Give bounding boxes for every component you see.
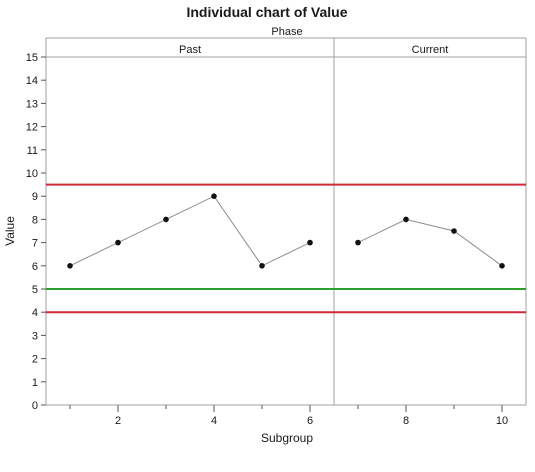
- y-tick-label: 10: [26, 168, 38, 180]
- data-point: [355, 239, 361, 246]
- y-tick-label: 6: [32, 261, 38, 273]
- y-tick-label: 5: [32, 284, 38, 296]
- x-axis-label: Subgroup: [261, 431, 313, 445]
- y-tick-label: 13: [26, 98, 38, 110]
- x-tick-label: 4: [211, 415, 217, 427]
- data-point: [211, 193, 217, 199]
- x-tick-label: 10: [496, 415, 508, 427]
- data-point: [163, 216, 169, 223]
- y-tick-label: 7: [32, 238, 38, 250]
- series-line-current: [357, 218, 503, 267]
- data-point: [115, 239, 121, 246]
- phase-label-past: Past: [179, 44, 201, 56]
- x-tick-label: 8: [403, 415, 409, 427]
- phase-header: Phase: [271, 26, 302, 38]
- y-tick-label: 2: [32, 354, 38, 366]
- y-tick-label: 0: [32, 400, 38, 412]
- series-line-past: [69, 195, 311, 267]
- y-tick-label: 1: [32, 377, 38, 389]
- phase-header-strip: [45, 37, 527, 58]
- data-point: [67, 263, 73, 269]
- y-tick-label: 3: [32, 330, 38, 342]
- y-tick-label: 4: [32, 307, 38, 319]
- chart-title: Individual chart of Value: [186, 4, 347, 20]
- y-axis-label: Value: [3, 216, 17, 246]
- data-point: [499, 263, 505, 269]
- y-tick-label: 14: [26, 75, 38, 87]
- y-tick-label: 15: [26, 52, 38, 64]
- y-tick-label: 11: [27, 145, 38, 157]
- data-point: [451, 228, 457, 234]
- y-tick-label: 8: [32, 214, 38, 226]
- y-tick-label: 12: [26, 122, 38, 134]
- data-point: [403, 216, 409, 223]
- data-point: [259, 263, 265, 269]
- x-tick-label: 6: [307, 415, 313, 427]
- x-tick-label: 2: [115, 415, 121, 427]
- y-tick-label: 9: [32, 191, 38, 203]
- data-point: [307, 239, 313, 246]
- phase-label-current: Current: [412, 44, 449, 56]
- plot-frame: [45, 56, 527, 406]
